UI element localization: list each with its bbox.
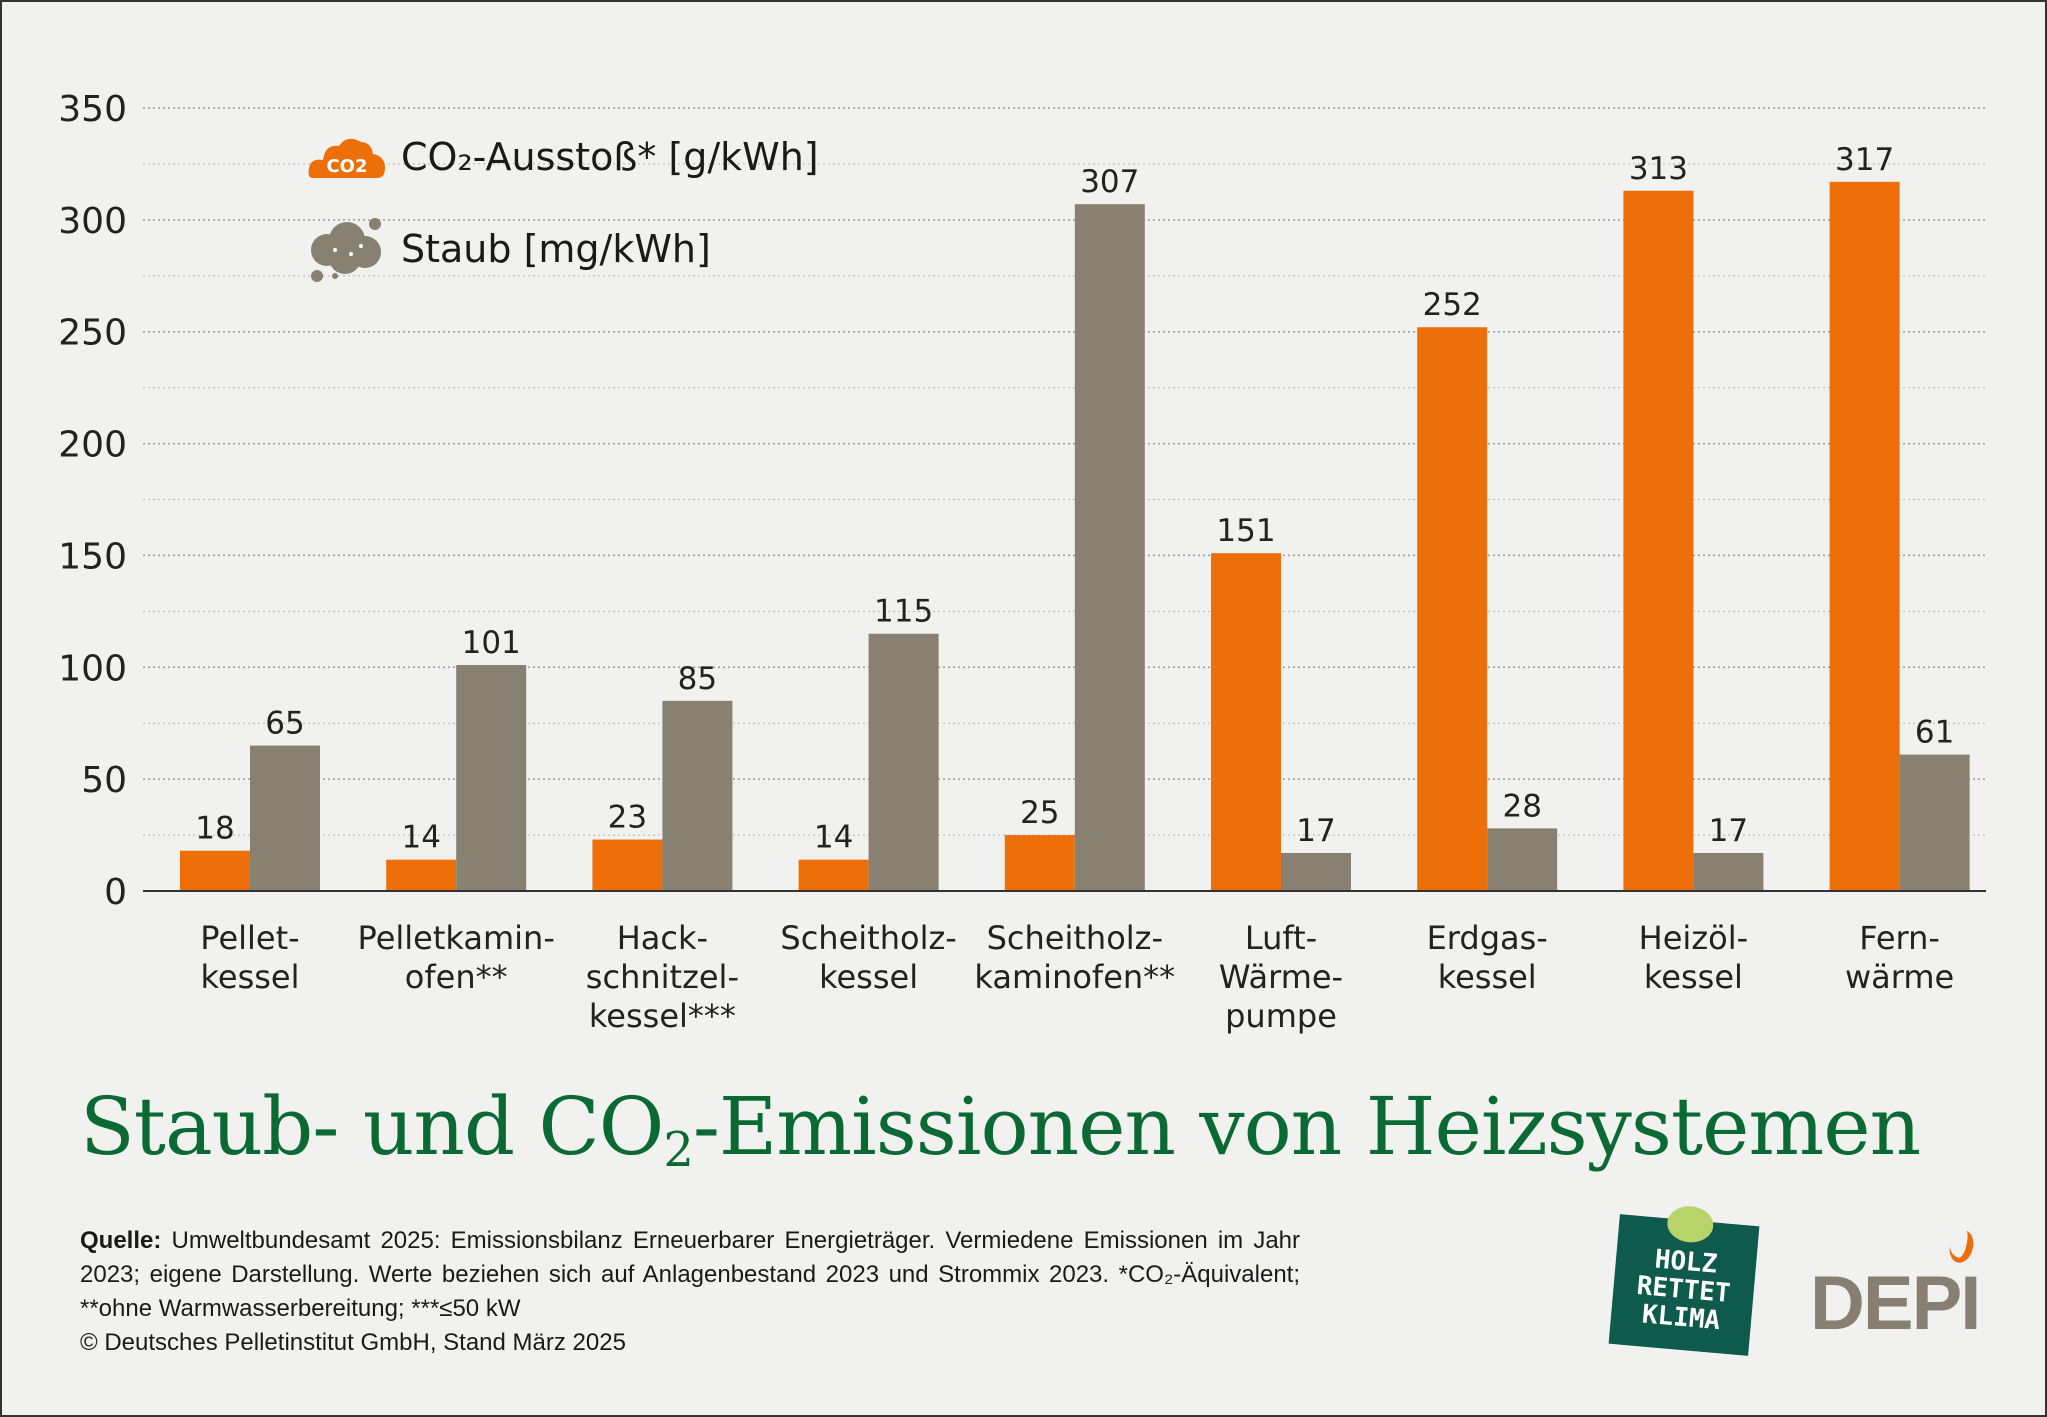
bar-co2 bbox=[1417, 327, 1488, 891]
x-category-label: ofen** bbox=[405, 958, 508, 996]
bar-dust bbox=[456, 665, 527, 891]
source-label: Quelle: bbox=[80, 1227, 162, 1254]
bar-dust bbox=[1487, 828, 1558, 891]
bar-co2 bbox=[386, 859, 457, 891]
bar-co2 bbox=[798, 859, 869, 891]
x-category-label: Pelletkamin- bbox=[358, 919, 555, 957]
x-category-label: Scheitholz- bbox=[987, 919, 1163, 957]
bar-dust bbox=[1899, 754, 1970, 891]
copyright: © Deutsches Pelletinstitut GmbH, Stand M… bbox=[80, 1329, 626, 1356]
chart-title: Staub- und CO2-Emissionen von Heizsystem… bbox=[80, 1080, 1921, 1178]
y-tick-label: 350 bbox=[58, 89, 127, 130]
data-label: 23 bbox=[608, 800, 647, 836]
bar-dust bbox=[1693, 852, 1764, 891]
y-tick-label: 50 bbox=[81, 760, 127, 801]
y-tick-label: 150 bbox=[58, 536, 127, 577]
svg-text:CO2: CO2 bbox=[326, 156, 367, 177]
y-tick-label: 100 bbox=[58, 648, 127, 689]
data-label: 17 bbox=[1709, 813, 1748, 849]
legend-item-co2: CO2 CO₂-Ausstoß* [g/kWh] bbox=[307, 134, 819, 180]
bar-dust bbox=[1074, 204, 1145, 891]
bar-dust bbox=[250, 745, 320, 891]
data-label: 61 bbox=[1915, 715, 1954, 751]
y-tick-label: 300 bbox=[58, 201, 127, 242]
x-category-label: pumpe bbox=[1225, 997, 1337, 1035]
bar-co2 bbox=[1211, 553, 1281, 891]
tree-icon bbox=[1665, 1204, 1715, 1245]
data-label: 14 bbox=[401, 820, 440, 856]
legend-label-dust: Staub [mg/kWh] bbox=[401, 227, 711, 271]
y-tick-label: 250 bbox=[58, 313, 127, 354]
x-category-label: Erdgas- bbox=[1427, 919, 1548, 957]
bar-co2 bbox=[1004, 835, 1075, 891]
title-part: -Emissionen von Heizsystemen bbox=[692, 1080, 1921, 1173]
x-category-label: Luft- bbox=[1245, 919, 1317, 957]
y-tick-label: 0 bbox=[104, 872, 127, 913]
x-category-label: Heizöl- bbox=[1639, 919, 1748, 957]
dust-cloud-icon bbox=[311, 218, 381, 282]
data-label: 18 bbox=[195, 811, 234, 847]
data-label: 115 bbox=[874, 594, 933, 630]
bar-dust bbox=[1281, 852, 1351, 891]
bar-co2 bbox=[1623, 190, 1694, 891]
data-label: 14 bbox=[814, 820, 853, 856]
x-category-label: kessel bbox=[819, 958, 918, 996]
data-label: 307 bbox=[1080, 164, 1139, 200]
title-part: Staub- und CO bbox=[80, 1080, 664, 1173]
title-subscript: 2 bbox=[663, 1122, 694, 1178]
x-category-label: Wärme- bbox=[1219, 958, 1343, 996]
x-category-label: Scheitholz- bbox=[780, 919, 956, 957]
data-label: 28 bbox=[1502, 788, 1541, 824]
x-category-label: kessel bbox=[201, 958, 300, 996]
depi-logo: DEPI bbox=[1810, 1261, 1981, 1346]
data-label: 101 bbox=[462, 625, 521, 661]
x-category-label: kessel*** bbox=[589, 997, 736, 1035]
data-label: 317 bbox=[1835, 142, 1894, 178]
data-label: 65 bbox=[265, 706, 304, 742]
x-category-label: kaminofen** bbox=[974, 958, 1175, 996]
data-label: 151 bbox=[1216, 513, 1275, 549]
source-text: Umweltbundesamt 2025: Emissionsbilanz Er… bbox=[80, 1227, 1301, 1322]
legend-item-dust: Staub [mg/kWh] bbox=[307, 214, 711, 284]
x-category-label: wärme bbox=[1845, 958, 1954, 996]
x-category-label: Hack- bbox=[617, 919, 708, 957]
bar-co2 bbox=[180, 850, 250, 891]
holz-rettet-klima-logo: HOLZ RETTET KLIMA bbox=[1608, 1204, 1760, 1356]
source-footer: Quelle: Umweltbundesamt 2025: Emissionsb… bbox=[80, 1224, 1300, 1360]
x-category-label: schnitzel- bbox=[586, 958, 739, 996]
bar-dust bbox=[868, 633, 939, 891]
data-label: 313 bbox=[1629, 151, 1688, 187]
x-category-label: kessel bbox=[1438, 958, 1537, 996]
data-label: 85 bbox=[678, 661, 717, 697]
bar-co2 bbox=[592, 839, 663, 891]
legend-label-co2: CO₂-Ausstoß* [g/kWh] bbox=[401, 135, 819, 179]
bar-co2 bbox=[1829, 181, 1900, 892]
x-category-label: kessel bbox=[1644, 958, 1743, 996]
bar-chart: 0 50 100 150 200 250 300 350 18 65 Pellet-kessel 14… bbox=[58, 89, 1986, 1035]
data-label: 17 bbox=[1296, 813, 1335, 849]
x-category-label: Fern- bbox=[1859, 919, 1940, 957]
co2-cloud-icon: CO2 bbox=[308, 138, 385, 178]
data-label: 25 bbox=[1020, 795, 1059, 831]
data-label: 252 bbox=[1423, 287, 1482, 323]
y-tick-label: 200 bbox=[58, 425, 127, 466]
x-category-label: Pellet- bbox=[200, 919, 299, 957]
bar-dust bbox=[662, 700, 733, 891]
